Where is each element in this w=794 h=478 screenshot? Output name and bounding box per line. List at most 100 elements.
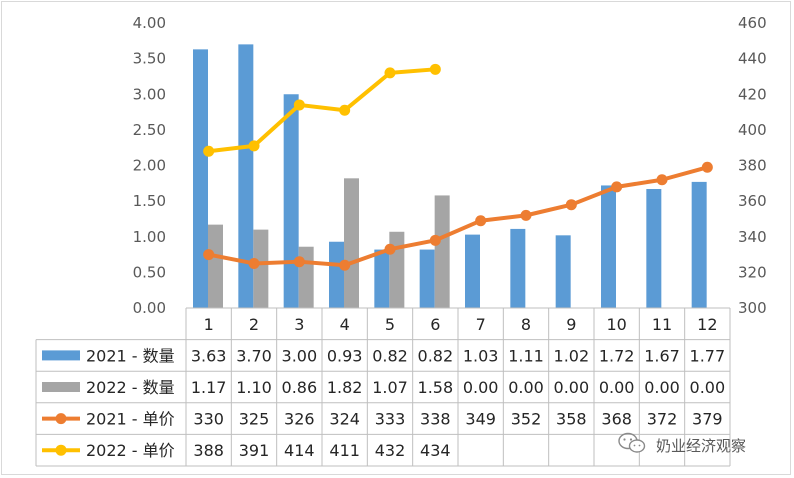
line-point [203,249,215,261]
line-point [339,259,351,271]
y-right-tick-label: 320 [738,263,767,281]
line-point [565,199,577,211]
y-right-tick-label: 460 [738,14,767,32]
data-label: 0.86 [282,378,318,397]
data-label: 358 [556,410,587,429]
data-label: 1.10 [236,378,272,397]
data-label: 1.82 [327,378,363,397]
bar [298,246,314,308]
data-label: 411 [329,441,360,460]
line-point [293,99,305,111]
data-label: 0.00 [508,378,544,397]
series-line [206,67,438,154]
data-label: 3.00 [282,346,318,365]
bar [253,229,269,308]
category-label: 3 [294,315,304,334]
category-label: 9 [566,315,576,334]
line-point [429,63,441,75]
line-point [293,256,305,268]
data-label: 388 [193,441,224,460]
legend-label: 2021 - 数量 [86,346,175,365]
y-left-tick-label: 4.00 [133,14,166,32]
plot-area: 0.00 0.50 1.00 1.50 2.00 2.50 3.00 3.50 4.00 300 3… [133,14,767,317]
category-label: 2 [249,315,259,334]
y-left-tick-label: 0.00 [133,299,166,317]
series-line [206,165,710,268]
data-label: 368 [601,410,632,429]
data-label: 1.03 [463,346,499,365]
bar [555,235,571,308]
y-right-tick-label: 340 [738,228,767,246]
line-point [701,161,713,173]
legend-key-marker [55,413,67,425]
category-label: 6 [430,315,440,334]
category-label: 11 [652,315,672,334]
y-right-tick-label: 380 [738,157,767,175]
line-point [656,174,668,186]
y-left-tick-label: 1.50 [133,192,166,210]
data-label: 338 [420,410,451,429]
y-right-tick-label: 300 [738,299,767,317]
y-left-tick-label: 0.50 [133,263,166,281]
y-right-tick-label: 360 [738,192,767,210]
line-point [248,257,260,269]
data-label: 333 [375,410,406,429]
legend-label: 2022 - 单价 [86,441,175,460]
y-left-tick-label: 2.00 [133,157,166,175]
data-label: 1.67 [644,346,680,365]
bar [389,231,405,308]
data-label: 372 [647,410,678,429]
category-label: 7 [476,315,486,334]
legend-label: 2021 - 单价 [86,410,175,429]
bar [238,44,254,308]
line-point [339,104,351,116]
bar [510,228,526,308]
data-label: 1.07 [372,378,408,397]
bar [208,224,223,308]
data-label: 349 [465,410,496,429]
data-label: 330 [193,410,224,429]
data-label: 326 [284,410,315,429]
line-point [203,145,215,157]
category-label: 8 [521,315,531,334]
category-label: 12 [697,315,717,334]
data-label: 325 [239,410,270,429]
bar [329,241,344,308]
line-point [429,234,441,246]
data-label: 3.63 [191,346,227,365]
data-label: 379 [692,410,723,429]
bar [283,94,299,308]
line-point [384,243,396,255]
data-label: 0.00 [463,378,499,397]
wechat-icon [618,432,646,453]
data-label: 0.93 [327,346,363,365]
bar [344,178,359,308]
data-label: 1.11 [508,346,544,365]
data-label: 434 [420,441,451,460]
line-point [248,140,260,152]
y-right-tick-label: 400 [738,121,767,139]
y-left-tick-label: 3.50 [133,50,166,68]
category-label: 1 [204,315,214,334]
data-label: 352 [511,410,542,429]
legend-key-bar [42,350,80,361]
line-point [384,67,396,79]
data-label: 3.70 [236,346,272,365]
bar [193,49,208,309]
bar [691,181,707,308]
bar [646,189,662,308]
category-label: 5 [385,315,395,334]
bar [434,195,450,308]
legend-label: 2022 - 数量 [86,378,175,397]
data-label: 0.82 [372,346,408,365]
data-label: 414 [284,441,315,460]
data-label: 391 [239,441,270,460]
line-point [475,215,487,227]
bar [465,234,480,308]
bar [374,249,390,308]
y-right-tick-label: 440 [738,50,767,68]
category-label: 10 [606,315,626,334]
y-left-tick-label: 2.50 [133,121,166,139]
data-label: 1.17 [191,378,227,397]
